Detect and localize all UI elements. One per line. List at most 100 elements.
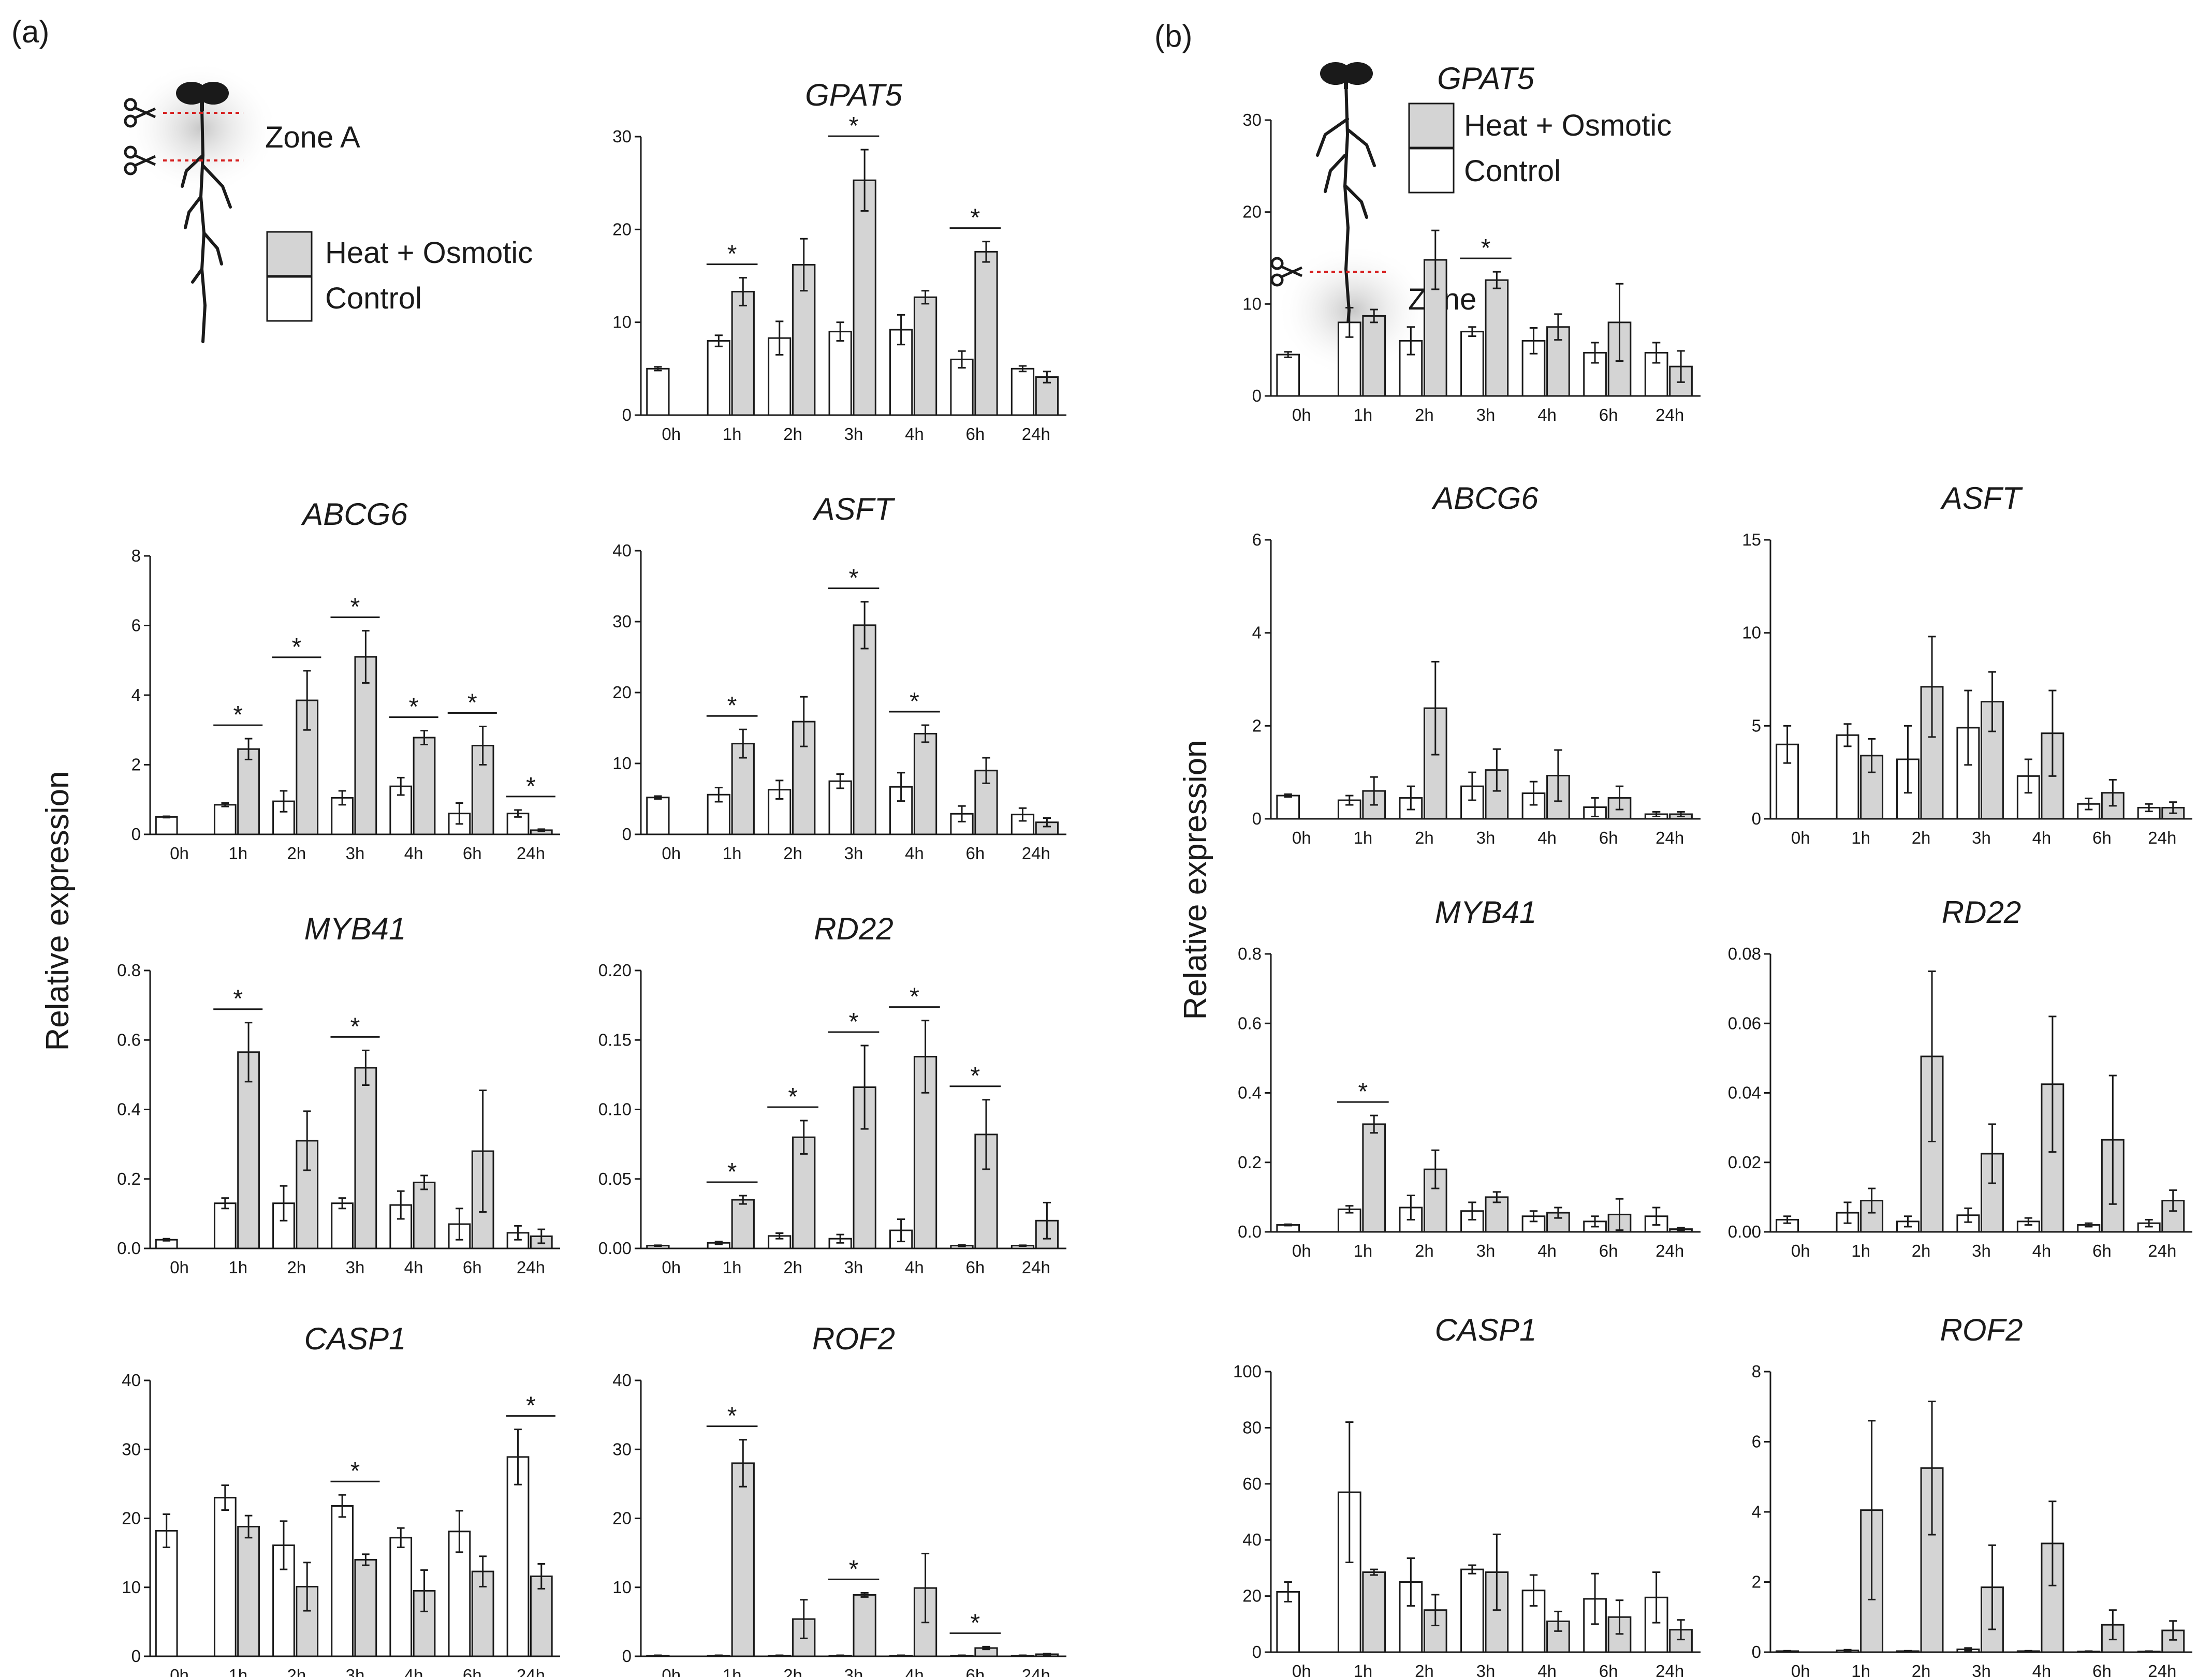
bar-control (331, 1202, 354, 1249)
y-tick-label: 0 (131, 825, 141, 844)
significance-star: * (727, 1158, 737, 1186)
y-tick-label: 10 (612, 313, 632, 332)
bar-control (950, 358, 974, 416)
bar-treatment (731, 290, 755, 416)
chart-b-casp1: CASP1 0 20 40 60 80 100 0h 1h 2h 3h 4h 6h 24h (1233, 1313, 1701, 1677)
y-tick-label: 2 (1252, 716, 1262, 735)
bar-control (213, 1202, 237, 1249)
chart-a-asft: ASFT 0 10 20 30 40 0h 1h * 2h 3h * 4h * 6h 24h (612, 492, 1066, 863)
bar-control (646, 367, 670, 416)
bar-treatment (913, 296, 937, 416)
bar-treatment (354, 1558, 377, 1657)
chart-title: ASFT (1940, 481, 2024, 516)
x-tick-label: 3h (1476, 1241, 1496, 1260)
x-tick-label: 6h (2092, 1241, 2112, 1260)
y-tick-label: 6 (1752, 1432, 1761, 1451)
chart-title: RD22 (1942, 895, 2021, 930)
y-tick-label: 100 (1233, 1362, 1262, 1381)
y-tick-label: 40 (1242, 1530, 1262, 1549)
x-tick-label: 6h (2092, 828, 2112, 847)
x-tick-label: 6h (2092, 1661, 2112, 1677)
significance-star: * (727, 241, 737, 268)
y-tick-label: 30 (122, 1439, 141, 1459)
x-tick-label: 1h (1353, 828, 1372, 847)
x-tick-label: 24h (517, 844, 545, 863)
significance-star: * (849, 1555, 859, 1583)
y-tick-label: 0 (622, 405, 632, 424)
significance-star: * (467, 689, 477, 717)
bar-treatment (913, 732, 937, 835)
y-tick-label: 10 (122, 1578, 141, 1597)
y-tick-label: 0.0 (1238, 1222, 1262, 1241)
panel-b-label: (b) (1154, 19, 1192, 53)
legend-heat-label: Heat + Osmotic (1464, 109, 1672, 142)
panel-a-label: (a) (11, 14, 49, 49)
chart-title: ASFT (812, 492, 896, 526)
bar-treatment (731, 1462, 755, 1657)
legend-heat-label: Heat + Osmotic (325, 236, 533, 270)
y-tick-label: 0.2 (117, 1169, 141, 1188)
x-tick-label: 3h (1476, 405, 1496, 424)
y-tick-label: 4 (1752, 1502, 1761, 1521)
chart-title: GPAT5 (1437, 61, 1534, 96)
scissors-icon (124, 98, 156, 128)
significance-star: * (849, 565, 859, 592)
bar-control (155, 816, 178, 835)
significance-star: * (1358, 1078, 1368, 1106)
y-tick-label: 0.8 (117, 961, 141, 980)
x-tick-label: 2h (1415, 1661, 1434, 1677)
bar-control (1836, 734, 1859, 820)
x-tick-label: 6h (463, 1666, 482, 1677)
x-tick-label: 24h (1022, 844, 1050, 863)
bar-treatment (354, 1067, 377, 1249)
legend-b: Heat + Osmotic Control (1408, 102, 1672, 194)
y-tick-label: 0.6 (1238, 1013, 1262, 1033)
y-tick-label: 0.0 (117, 1239, 141, 1258)
significance-star: * (971, 1063, 980, 1090)
scissors-icon (1270, 257, 1303, 287)
zone-a-illustration: Zone A (123, 61, 360, 343)
x-tick-label: 4h (2032, 1661, 2052, 1677)
x-tick-label: 1h (228, 1666, 247, 1677)
significance-star: * (292, 634, 302, 661)
y-tick-label: 5 (1752, 716, 1761, 735)
x-tick-label: 4h (1537, 1661, 1557, 1677)
chart-title: CASP1 (1435, 1313, 1537, 1347)
bar-control (707, 793, 730, 835)
x-tick-label: 4h (905, 1258, 924, 1277)
y-tick-label: 0.4 (117, 1100, 141, 1119)
x-tick-label: 2h (287, 844, 306, 863)
chart-title: ROF2 (812, 1321, 895, 1356)
y-tick-label: 0.06 (1728, 1013, 1761, 1033)
y-tick-label: 6 (131, 616, 141, 635)
bar-control (1276, 795, 1300, 820)
x-tick-label: 6h (1599, 1241, 1618, 1260)
bar-treatment (731, 1199, 755, 1249)
chart-b-asft: ASFT 0 5 10 15 0h 1h 2h 3h 4h 6h 24h (1742, 481, 2192, 847)
x-tick-label: 24h (1022, 1666, 1050, 1677)
y-tick-label: 20 (612, 683, 632, 702)
y-tick-label: 20 (122, 1509, 141, 1528)
y-tick-label: 8 (131, 546, 141, 565)
cotyledon-icon (1320, 62, 1373, 89)
bar-control (1460, 331, 1484, 397)
bar-treatment (1362, 1123, 1386, 1233)
x-tick-label: 1h (1353, 1661, 1372, 1677)
significance-star: * (526, 773, 536, 800)
x-tick-label: 0h (170, 844, 189, 863)
y-tick-label: 0.00 (598, 1239, 632, 1258)
x-tick-label: 3h (844, 424, 863, 444)
y-tick-label: 20 (612, 1509, 632, 1528)
bar-control (1460, 1568, 1484, 1653)
chart-b-abcg6: ABCG6 0 2 4 6 0h 1h 2h 3h 4h 6h 24h (1252, 481, 1701, 847)
x-tick-label: 6h (1599, 1661, 1618, 1677)
chart-a-abcg6: ABCG6 0 2 4 6 8 0h 1h * 2h * 3h * 4h * 6h * 24h * (131, 497, 560, 863)
x-tick-label: 0h (662, 424, 681, 444)
x-tick-label: 0h (1791, 1661, 1810, 1677)
chart-title: GPAT5 (805, 78, 902, 112)
x-tick-label: 24h (1022, 424, 1050, 444)
y-tick-label: 0 (1252, 809, 1262, 828)
chart-title: MYB41 (304, 911, 406, 946)
